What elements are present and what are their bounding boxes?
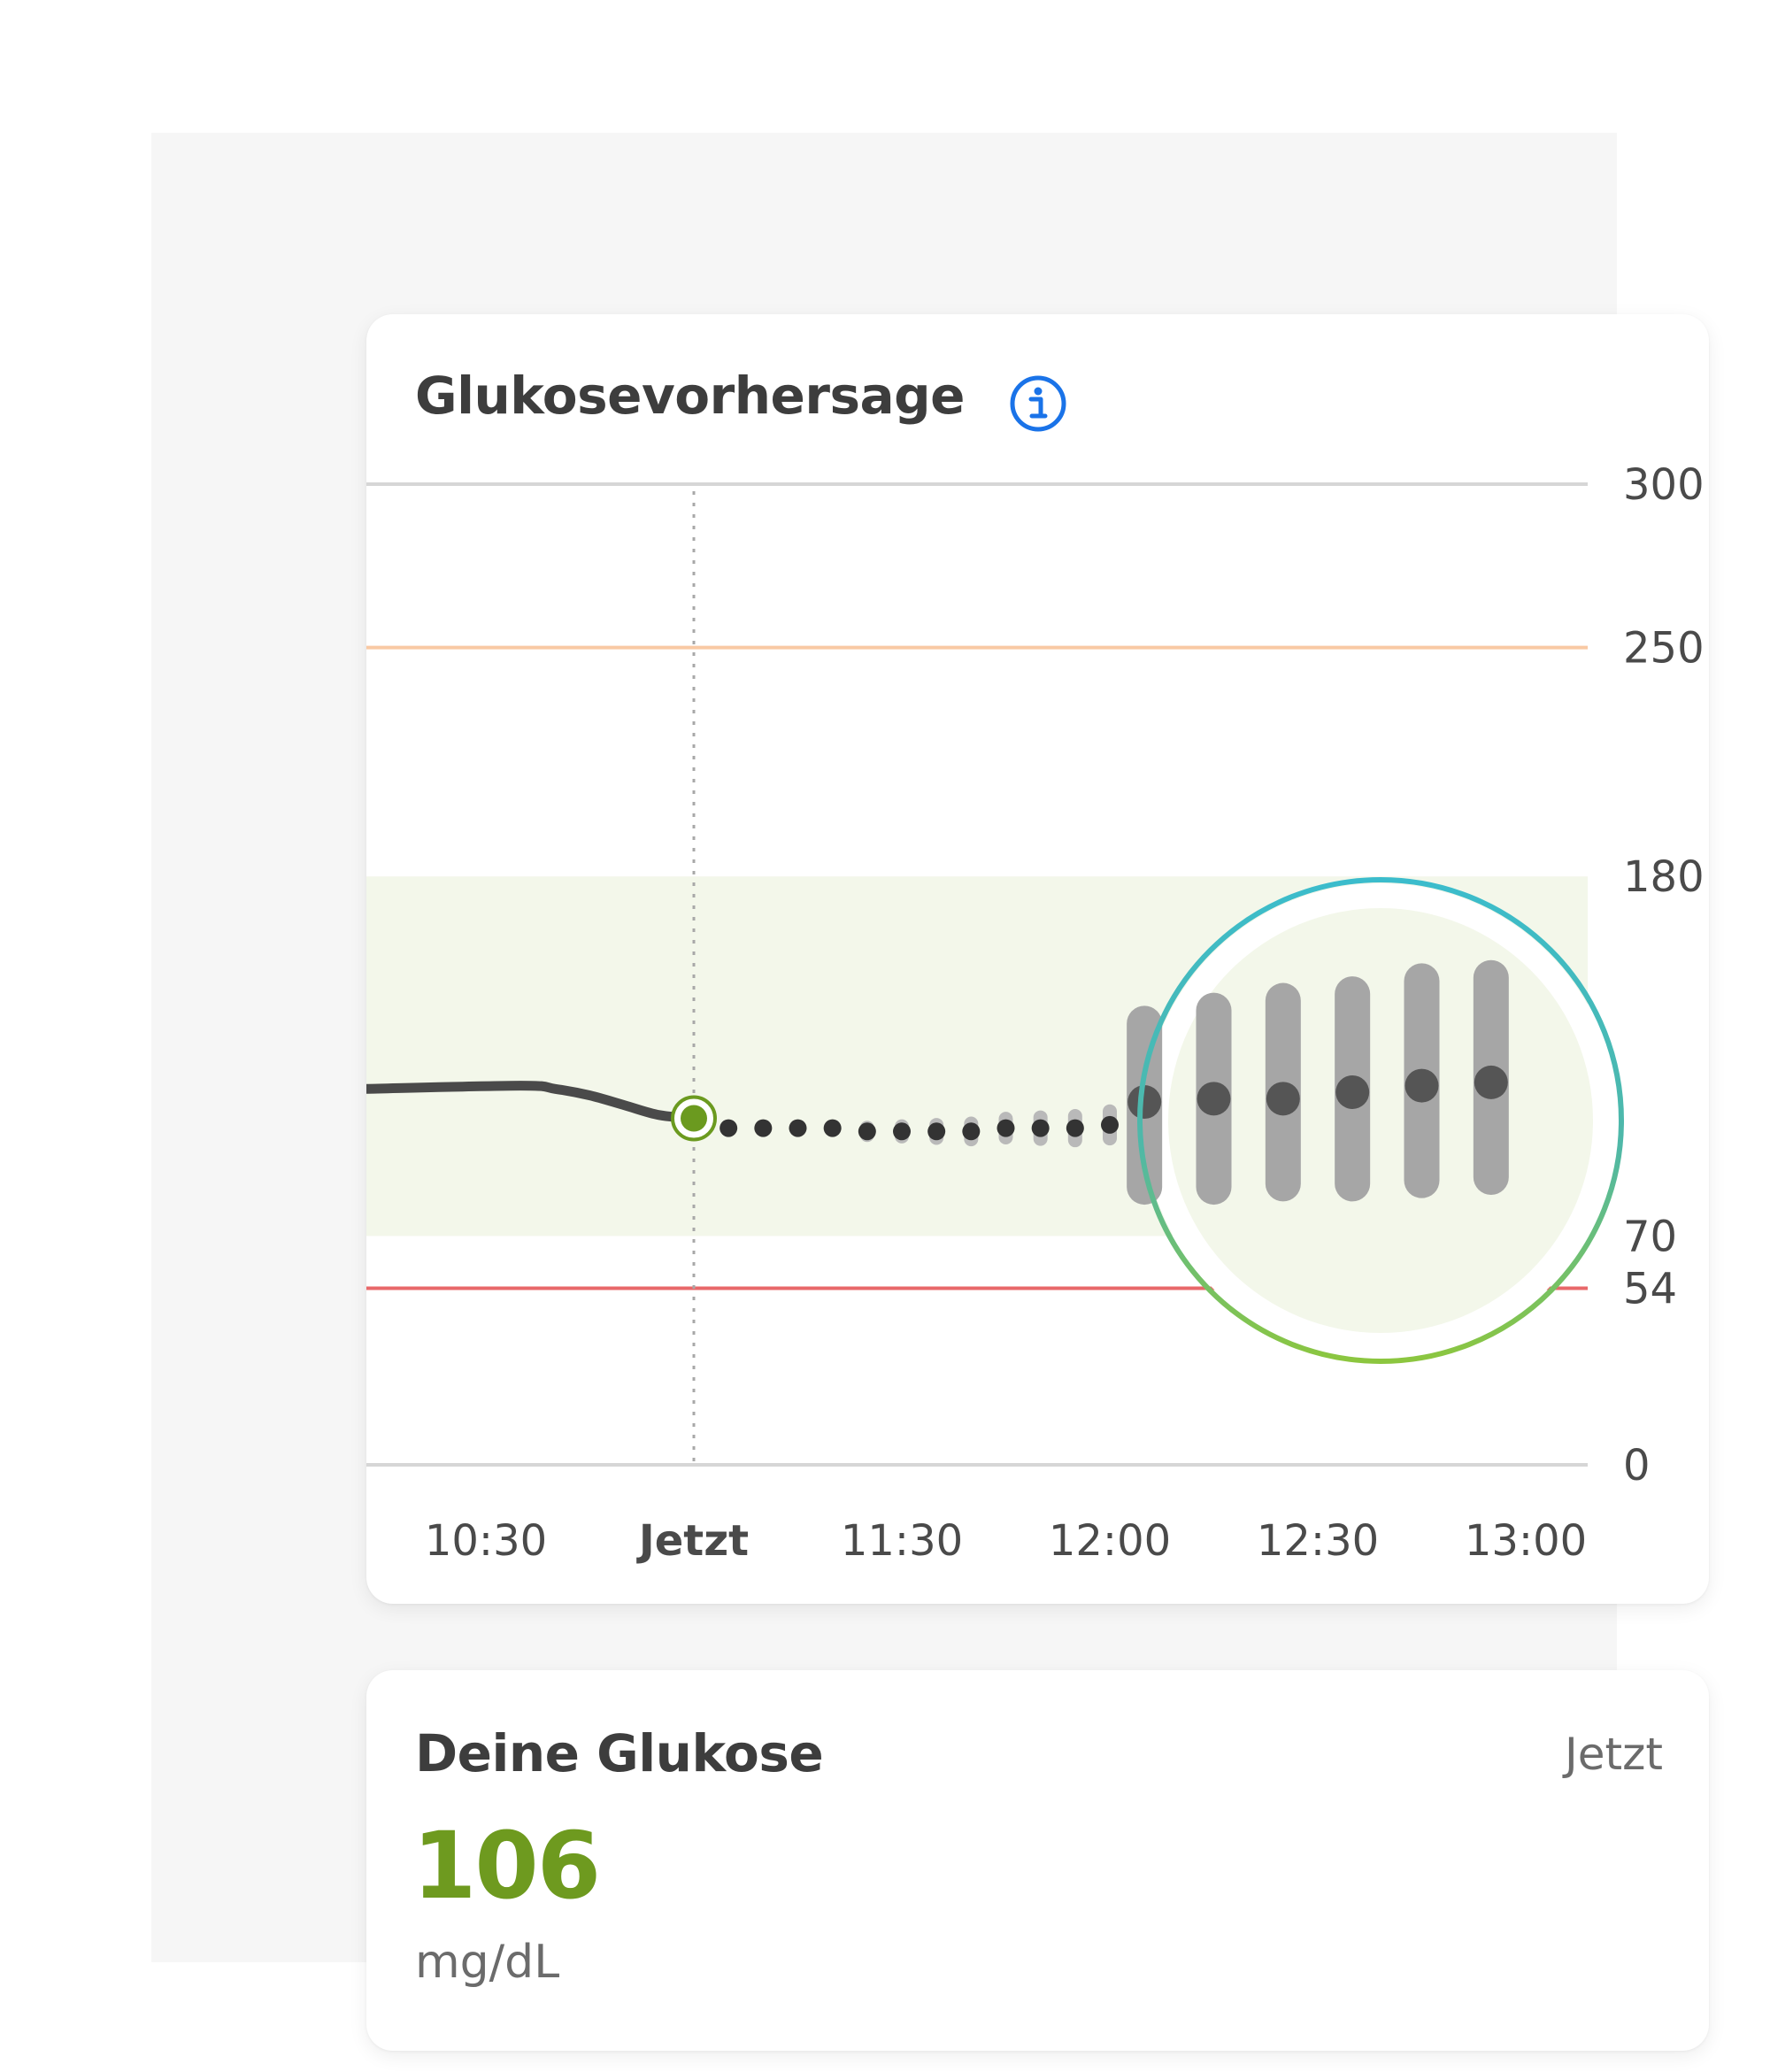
magnifier-lens [1168,908,1593,1333]
history-line [366,1081,699,1124]
forecast-dot [720,1119,738,1137]
forecast-dot [754,1119,773,1137]
y-tick-label: 180 [1623,852,1705,902]
x-tick-label: 12:30 [1257,1516,1379,1566]
glucose-forecast-card: Glukosevorhersage 0 54 70 180 250 300 10:30 Jet… [366,314,1709,1604]
forecast-title: Glukosevorhersage [415,366,966,426]
glucose-value: 106 [412,1812,601,1920]
forecast-dot [962,1122,981,1141]
forecast-dot [858,1122,876,1141]
forecast-dot [927,1122,946,1141]
y-tick-label: 300 [1623,460,1705,510]
x-tick-label: Jetzt [636,1516,749,1566]
x-tick-label: 13:00 [1465,1516,1587,1566]
forecast-dot [893,1122,911,1141]
forecast-range-dot [1474,1065,1508,1099]
y-tick-label: 54 [1623,1265,1677,1314]
forecast-range-dot [1335,1075,1370,1109]
forecast-dot [789,1119,807,1137]
y-tick-label: 0 [1623,1441,1651,1490]
app-screen: Glukosevorhersage 0 54 70 180 250 300 10:30 Jet… [151,133,1709,2051]
x-tick-label: 11:30 [841,1516,963,1566]
x-tick-label: 12:00 [1049,1516,1171,1566]
forecast-dot [1031,1119,1050,1137]
forecast-dot [1101,1115,1119,1134]
glucose-unit: mg/dL [415,1936,560,1989]
forecast-range-dot [1127,1085,1162,1120]
y-tick-label: 250 [1623,624,1705,674]
now-marker-dot [681,1105,707,1132]
x-tick-label: 10:30 [425,1516,547,1566]
glucose-timestamp: Jetzt [1565,1729,1663,1780]
forecast-dot [1066,1119,1084,1137]
forecast-range-dot [1266,1082,1300,1116]
y-tick-label: 70 [1623,1212,1677,1261]
info-icon[interactable] [1008,374,1068,434]
forecast-range-dot [1404,1068,1439,1103]
forecast-dot [823,1119,842,1137]
forecast-dot [997,1119,1015,1137]
glucose-title: Deine Glukose [415,1723,824,1783]
forecast-range-dot [1197,1082,1231,1116]
magnifier-ring [1137,877,1624,1364]
current-glucose-card: Deine Glukose Jetzt 106 mg/dL [366,1670,1709,2051]
